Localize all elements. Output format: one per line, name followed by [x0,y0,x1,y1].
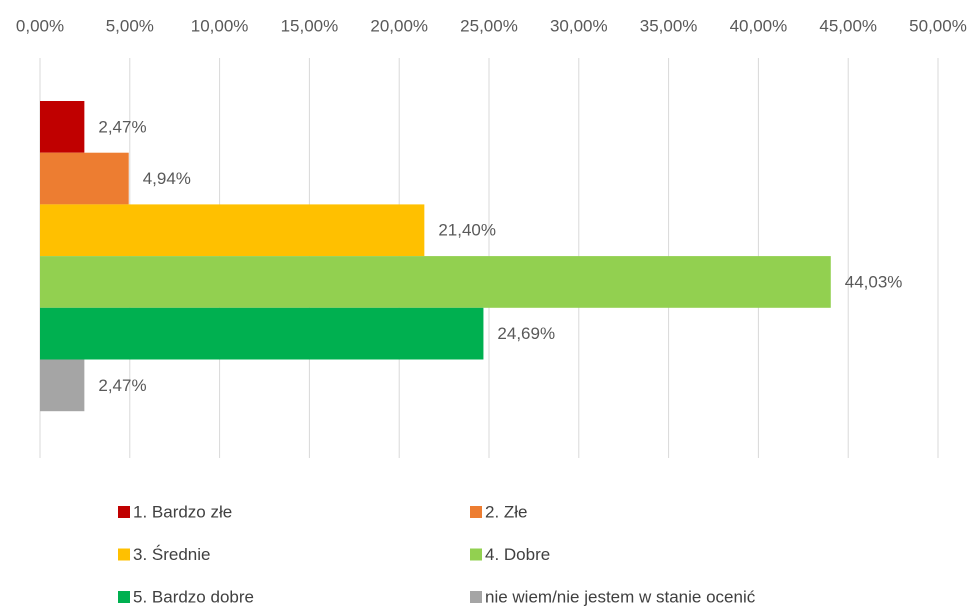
bar [40,307,484,360]
x-tick-label: 5,00% [106,16,154,35]
legend-swatch [470,506,482,518]
data-label: 2,47% [98,117,146,136]
legend-swatch [118,548,130,561]
bar [40,256,831,308]
x-tick-label: 15,00% [281,16,339,35]
legend-label: 4. Dobre [485,545,550,564]
bar [40,152,129,205]
bar [40,101,85,153]
legend-label: 1. Bardzo złe [133,502,232,521]
legend-label: 2. Złe [485,502,528,521]
data-label: 2,47% [98,376,146,395]
x-tick-label: 10,00% [191,16,249,35]
x-tick-label: 0,00% [16,16,64,35]
x-tick-label: 20,00% [370,16,428,35]
bar [40,204,425,257]
bar [40,359,85,412]
x-tick-label: 35,00% [640,16,698,35]
legend-swatch [118,506,130,518]
data-label: 24,69% [497,324,555,343]
data-label: 44,03% [845,272,903,291]
legend-swatch [118,591,130,603]
x-tick-label: 30,00% [550,16,608,35]
x-tick-label: 45,00% [819,16,877,35]
legend-label: 5. Bardzo dobre [133,587,254,606]
legend-swatch [470,591,482,603]
legend-swatch [470,548,482,561]
legend-label: nie wiem/nie jestem w stanie ocenić [485,587,756,606]
x-tick-label: 25,00% [460,16,518,35]
x-tick-label: 50,00% [909,16,967,35]
x-tick-label: 40,00% [730,16,788,35]
data-label: 21,40% [438,221,496,240]
legend-label: 3. Średnie [133,545,211,564]
data-label: 4,94% [143,169,191,188]
